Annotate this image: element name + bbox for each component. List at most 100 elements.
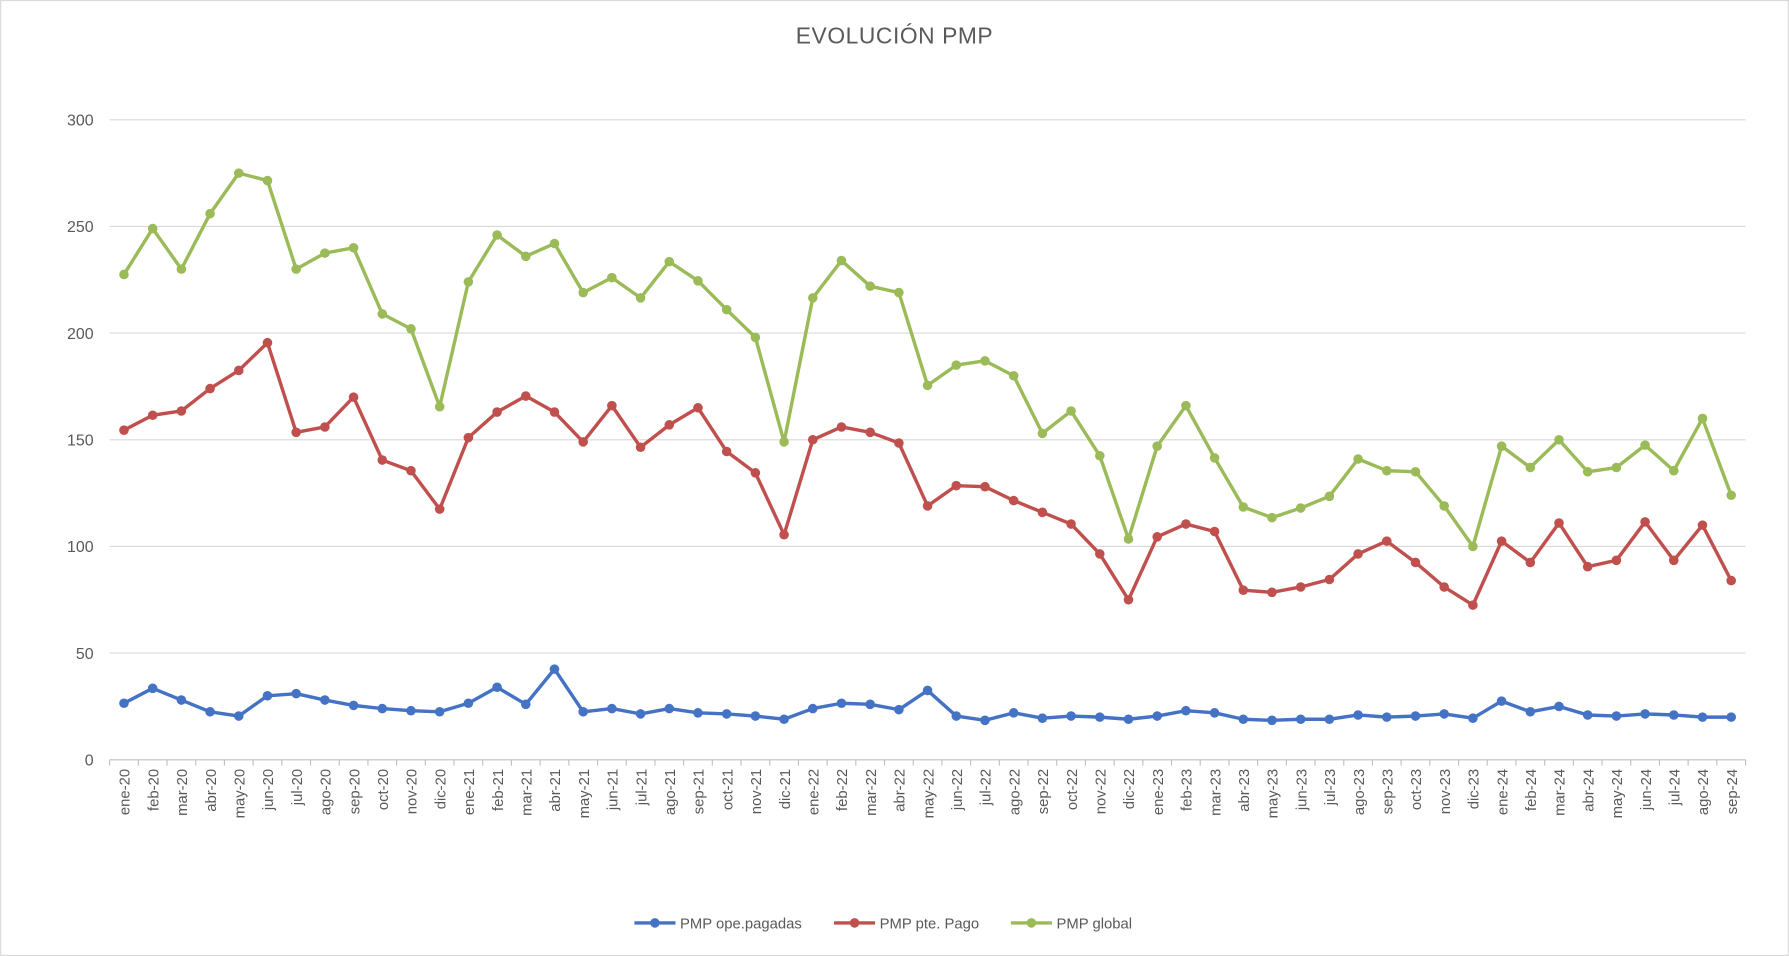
legend-item: PMP pte. Pago bbox=[834, 917, 979, 933]
data-point bbox=[836, 422, 847, 432]
legend-point-marker bbox=[849, 918, 860, 928]
y-tick-label: 150 bbox=[67, 432, 94, 449]
x-tick-label: feb-22 bbox=[835, 769, 851, 811]
data-point bbox=[320, 248, 330, 258]
data-point bbox=[750, 468, 761, 478]
data-point bbox=[1410, 557, 1421, 568]
data-point bbox=[1123, 594, 1134, 605]
data-point bbox=[1381, 536, 1392, 546]
data-point bbox=[865, 281, 875, 291]
data-point bbox=[951, 711, 962, 721]
x-tick-label: dic-21 bbox=[778, 769, 794, 809]
data-point bbox=[1439, 582, 1449, 592]
data-point bbox=[1037, 428, 1048, 439]
data-point bbox=[147, 410, 158, 421]
data-point bbox=[1496, 696, 1507, 706]
data-point bbox=[348, 242, 359, 253]
x-tick-label: may-21 bbox=[577, 769, 593, 818]
x-tick-label: jul-22 bbox=[979, 769, 995, 806]
x-tick-label: dic-23 bbox=[1467, 769, 1483, 809]
data-point bbox=[147, 683, 158, 694]
data-point bbox=[922, 501, 933, 511]
x-tick-label: oct-21 bbox=[720, 769, 736, 810]
x-tick-label: ene-20 bbox=[118, 769, 134, 815]
data-point bbox=[1209, 708, 1220, 718]
x-axis: ene-20 feb-20 mar-20 abr-20 may-20 jun-20 jul-… bbox=[109, 759, 1747, 818]
x-tick-label: nov-20 bbox=[405, 769, 421, 814]
x-tick-label: feb-24 bbox=[1524, 769, 1540, 811]
data-point bbox=[520, 391, 531, 401]
legend-item: PMP ope.pagadas bbox=[634, 917, 802, 933]
data-point bbox=[233, 168, 244, 178]
data-point bbox=[1267, 715, 1277, 726]
data-point bbox=[1238, 714, 1249, 725]
legend-label: PMP global bbox=[1056, 917, 1132, 933]
x-tick-label: may-23 bbox=[1266, 769, 1282, 818]
data-point bbox=[1324, 714, 1335, 725]
x-tick-label: ene-23 bbox=[1151, 769, 1167, 815]
data-point bbox=[1611, 711, 1622, 721]
x-tick-label: mar-22 bbox=[864, 769, 880, 816]
data-point bbox=[348, 392, 359, 402]
data-point bbox=[119, 698, 129, 709]
data-point bbox=[1295, 503, 1306, 513]
data-point bbox=[1209, 526, 1220, 537]
data-point bbox=[1410, 466, 1421, 477]
data-point bbox=[147, 223, 158, 234]
data-point bbox=[578, 437, 588, 447]
x-tick-label: mar-23 bbox=[1208, 769, 1224, 816]
x-tick-label: ago-20 bbox=[319, 769, 335, 815]
x-tick-label: ago-24 bbox=[1696, 769, 1712, 815]
data-point bbox=[1554, 518, 1564, 528]
x-tick-label: oct-20 bbox=[376, 769, 392, 810]
x-tick-label: abr-20 bbox=[204, 769, 220, 812]
data-point bbox=[1152, 532, 1162, 542]
x-tick-label: nov-21 bbox=[749, 769, 765, 814]
data-point bbox=[664, 703, 675, 714]
data-point bbox=[1209, 453, 1220, 463]
data-point bbox=[807, 434, 818, 445]
x-tick-label: dic-20 bbox=[433, 769, 449, 809]
x-tick-label: oct-22 bbox=[1065, 769, 1081, 810]
data-point bbox=[1669, 555, 1679, 566]
x-tick-label: sep-22 bbox=[1036, 769, 1052, 814]
data-point bbox=[1640, 440, 1650, 450]
data-point bbox=[1066, 711, 1076, 721]
data-point bbox=[233, 711, 244, 721]
data-point bbox=[578, 287, 588, 298]
data-point bbox=[635, 293, 646, 303]
data-point bbox=[693, 402, 703, 413]
data-point bbox=[951, 360, 962, 370]
data-point bbox=[434, 706, 445, 717]
data-point bbox=[1726, 712, 1736, 722]
data-point bbox=[1611, 555, 1622, 566]
data-point bbox=[1267, 512, 1277, 523]
x-tick-label: nov-22 bbox=[1093, 769, 1109, 814]
x-tick-label: sep-23 bbox=[1380, 769, 1396, 814]
data-point bbox=[750, 711, 761, 721]
x-tick-label: abr-22 bbox=[893, 769, 909, 812]
x-tick-label: jun-24 bbox=[1639, 769, 1655, 811]
data-point bbox=[119, 269, 129, 280]
data-point bbox=[1439, 709, 1449, 719]
data-point bbox=[807, 703, 818, 714]
series-group bbox=[119, 168, 1736, 726]
x-tick-label: sep-24 bbox=[1725, 769, 1741, 814]
data-point bbox=[635, 442, 646, 453]
y-tick-label: 50 bbox=[76, 646, 94, 663]
x-tick-label: jun-23 bbox=[1294, 769, 1310, 811]
data-point bbox=[1181, 705, 1191, 716]
data-point bbox=[1008, 495, 1019, 506]
data-point bbox=[520, 699, 531, 710]
data-point bbox=[1353, 454, 1363, 464]
y-axis-ticks: 0 50 100 150 200 250 300 bbox=[67, 112, 94, 769]
x-tick-label: abr-23 bbox=[1237, 769, 1253, 812]
data-point bbox=[291, 688, 301, 699]
data-point bbox=[693, 708, 703, 718]
data-point bbox=[377, 309, 388, 319]
data-point bbox=[291, 264, 301, 274]
data-point bbox=[1295, 582, 1306, 592]
data-point bbox=[1238, 502, 1249, 512]
